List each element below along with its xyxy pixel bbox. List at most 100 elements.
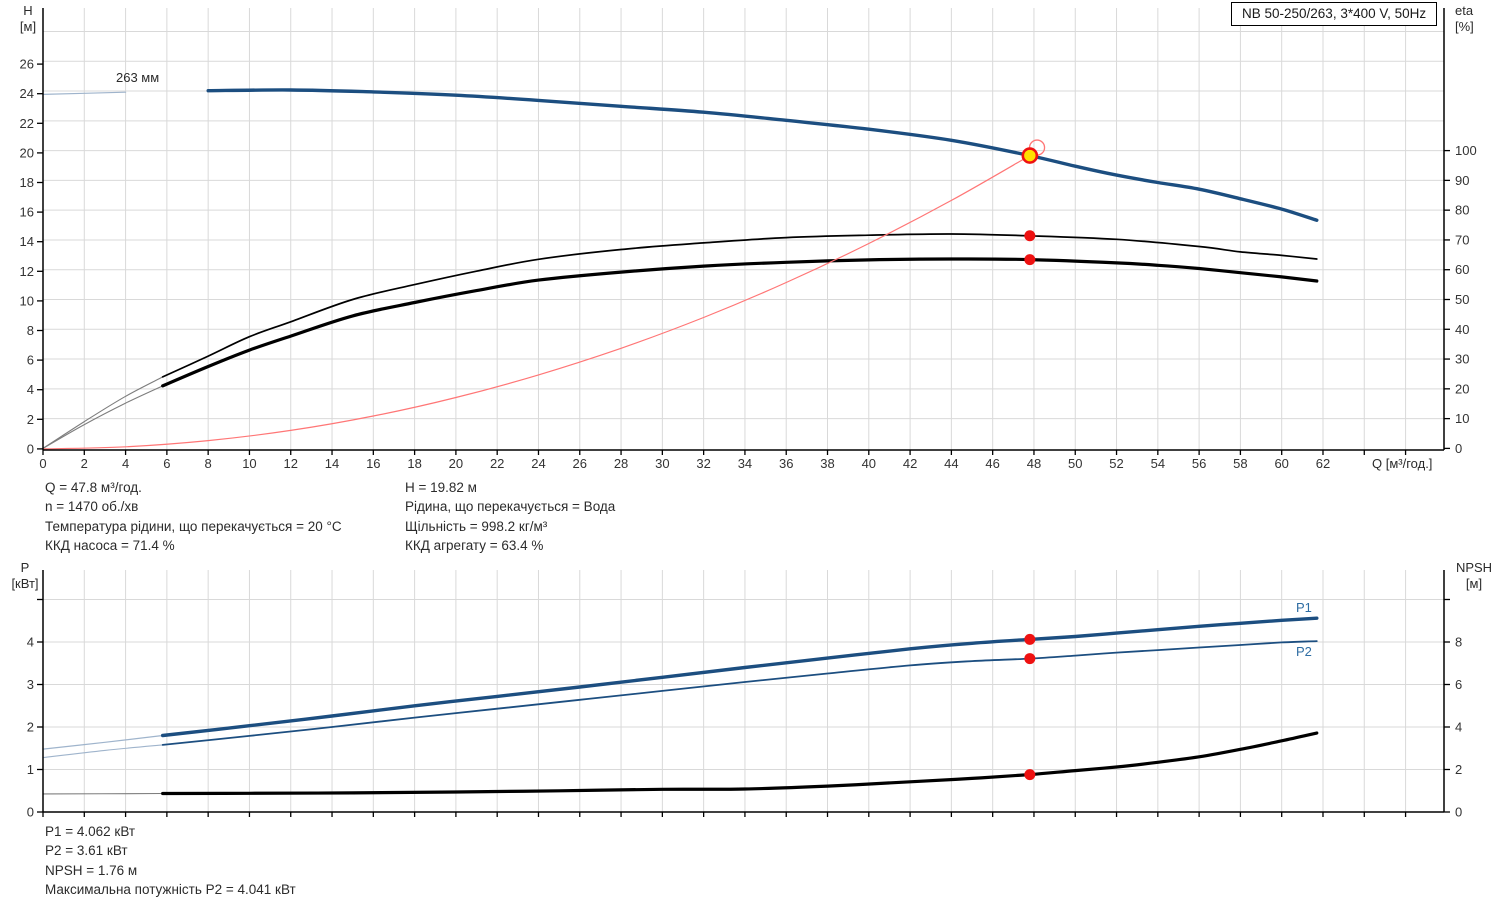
svg-text:22: 22: [490, 456, 504, 471]
svg-text:20: 20: [1455, 381, 1469, 396]
gridlines: [43, 8, 1444, 450]
tick-labels: 0246810121416182022242601020304050607080…: [20, 57, 1477, 471]
eta-axis-unit-line2: [%]: [1455, 19, 1474, 34]
svg-text:0: 0: [27, 441, 34, 456]
svg-text:2: 2: [27, 412, 34, 427]
unit-eta-dot: [1024, 254, 1036, 266]
svg-text:24: 24: [531, 456, 545, 471]
svg-text:38: 38: [820, 456, 834, 471]
svg-text:10: 10: [1455, 411, 1469, 426]
gridlines: [43, 570, 1444, 812]
svg-text:16: 16: [20, 205, 34, 220]
duty-markers: [1024, 633, 1036, 781]
power-info: P1 = 4.062 кВт P2 = 3.61 кВт NPSH = 1.76…: [45, 822, 296, 899]
system-curve: [42, 155, 1031, 450]
npsh-axis-unit-line1: NPSH: [1455, 560, 1493, 575]
p2-curve-label: P2: [1296, 644, 1312, 659]
head-curve-263mm: [206, 88, 1319, 222]
p1-curve-label: P1: [1296, 600, 1312, 615]
pump-eta-dot: [1024, 230, 1036, 242]
svg-text:50: 50: [1068, 456, 1082, 471]
svg-text:6: 6: [163, 456, 170, 471]
svg-text:4: 4: [27, 635, 34, 650]
curves: [42, 616, 1319, 796]
svg-text:18: 18: [407, 456, 421, 471]
q-axis-unit-label: Q [м³/год.]: [1372, 456, 1433, 471]
svg-text:0: 0: [39, 456, 46, 471]
svg-text:56: 56: [1192, 456, 1206, 471]
p1-curve-start: [42, 734, 164, 750]
annotation-unit-efficiency: ККД агрегату = 63.4 %: [405, 537, 544, 553]
svg-text:40: 40: [1455, 322, 1469, 337]
unit-efficiency-curve-start: [42, 385, 164, 449]
power-npsh-chart: 0 1 2 3 4 0 2 4 6 8: [27, 570, 1462, 820]
svg-text:80: 80: [1455, 203, 1469, 218]
pump-efficiency-curve: [161, 233, 1318, 378]
svg-text:44: 44: [944, 456, 958, 471]
svg-text:26: 26: [20, 57, 34, 72]
svg-text:60: 60: [1455, 262, 1469, 277]
svg-text:0: 0: [1455, 805, 1462, 820]
svg-text:52: 52: [1109, 456, 1123, 471]
svg-text:20: 20: [20, 145, 34, 160]
p-axis-unit-line2: [кВт]: [11, 576, 39, 591]
annotation-temperature: Температура рідини, що перекачується = 2…: [45, 518, 342, 534]
qh-efficiency-chart: 0246810121416182022242601020304050607080…: [20, 8, 1477, 471]
annotation-p1: P1 = 4.062 кВт: [45, 824, 136, 839]
h-axis-unit-line1: H: [23, 3, 33, 18]
npsh-curve: [161, 731, 1319, 796]
svg-text:40: 40: [862, 456, 876, 471]
svg-text:26: 26: [573, 456, 587, 471]
p2-curve-start: [42, 744, 164, 759]
svg-text:32: 32: [696, 456, 710, 471]
duty-markers: [1021, 139, 1046, 266]
tick-labels: 0 1 2 3 4 0 2 4 6 8: [27, 635, 1462, 820]
svg-text:28: 28: [614, 456, 628, 471]
annotation-head: H = 19.82 м: [405, 480, 477, 495]
curves: [42, 88, 1319, 450]
svg-text:54: 54: [1151, 456, 1165, 471]
svg-text:4: 4: [122, 456, 129, 471]
svg-text:6: 6: [1455, 677, 1462, 692]
svg-text:46: 46: [985, 456, 999, 471]
p2-curve: [161, 640, 1318, 746]
svg-text:4: 4: [1455, 720, 1462, 735]
annotation-npsh: NPSH = 1.76 м: [45, 862, 138, 878]
pump-model-box: NB 50-250/263, 3*400 V, 50Hz: [1231, 2, 1438, 26]
duty-info-left: Q = 47.8 м³/год. n = 1470 об./хв Темпера…: [45, 478, 342, 555]
svg-text:90: 90: [1455, 173, 1469, 188]
svg-text:30: 30: [1455, 352, 1469, 367]
npsh-dot: [1024, 769, 1036, 781]
axes: [42, 570, 1445, 813]
svg-text:100: 100: [1455, 143, 1477, 158]
svg-text:4: 4: [27, 382, 34, 397]
npsh-axis-unit-line2: [м]: [1465, 576, 1483, 591]
head-curve-263mm-start: [42, 91, 127, 95]
svg-text:18: 18: [20, 175, 34, 190]
p2-dot: [1024, 653, 1036, 665]
ticks: [37, 63, 1450, 455]
impeller-diameter-label: 263 мм: [116, 70, 160, 85]
svg-text:3: 3: [27, 677, 34, 692]
p1-dot: [1024, 633, 1036, 645]
ticks: [37, 598, 1450, 817]
p-axis-unit-line1: P: [20, 560, 30, 575]
svg-text:42: 42: [903, 456, 917, 471]
annotation-flow: Q = 47.8 м³/год.: [45, 480, 142, 495]
annotation-speed: n = 1470 об./хв: [45, 499, 139, 515]
svg-text:20: 20: [449, 456, 463, 471]
svg-text:8: 8: [205, 456, 212, 471]
svg-text:22: 22: [20, 116, 34, 131]
duty-point: [1021, 147, 1039, 164]
axes: [42, 8, 1445, 451]
svg-text:24: 24: [20, 86, 34, 101]
svg-text:62: 62: [1316, 456, 1330, 471]
svg-text:0: 0: [1455, 441, 1462, 456]
h-axis-unit-line2: [м]: [19, 19, 37, 34]
svg-text:70: 70: [1455, 232, 1469, 247]
svg-text:2: 2: [1455, 762, 1462, 777]
svg-text:6: 6: [27, 353, 34, 368]
svg-text:14: 14: [325, 456, 339, 471]
svg-text:10: 10: [20, 293, 34, 308]
svg-text:60: 60: [1274, 456, 1288, 471]
